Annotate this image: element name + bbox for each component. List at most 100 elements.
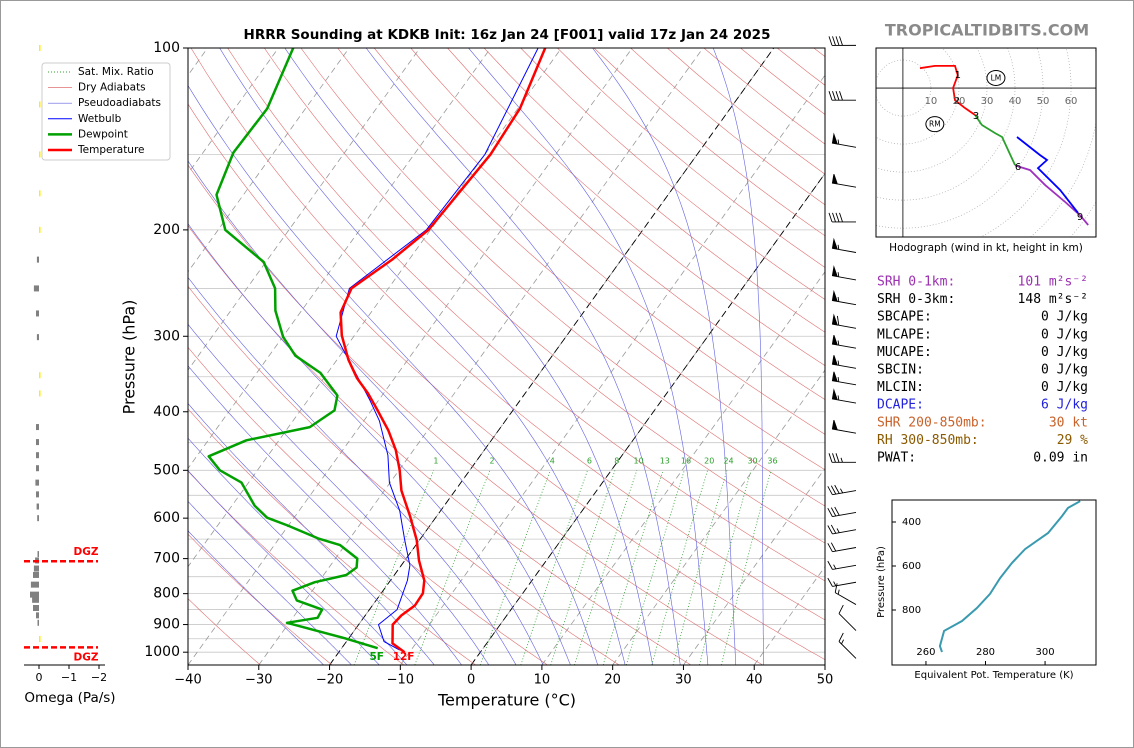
y-tick-label: 900 bbox=[153, 617, 180, 633]
x-tick-label: 20 bbox=[604, 673, 621, 688]
y-tick-label: 1000 bbox=[144, 644, 180, 660]
omega-bar bbox=[36, 503, 39, 510]
pseudoadiabat bbox=[188, 500, 352, 665]
storm-motion-marker bbox=[986, 69, 1006, 86]
omega-bar bbox=[39, 101, 41, 108]
wind-barb bbox=[831, 388, 857, 404]
ring-label: 50 bbox=[1037, 96, 1050, 107]
omega-bar bbox=[37, 619, 39, 626]
hodograph-segment bbox=[1016, 136, 1079, 214]
x-tick-label: −30 bbox=[245, 673, 272, 688]
y-tick-label: 800 bbox=[153, 586, 180, 602]
isotherm bbox=[188, 48, 421, 371]
omega-bar bbox=[33, 565, 39, 572]
wind-barb bbox=[831, 371, 857, 386]
pseudoadiabat bbox=[284, 48, 653, 665]
x-tick-label: 30 bbox=[675, 673, 692, 688]
omega-bar bbox=[36, 256, 39, 263]
mixing-ratio-label: 24 bbox=[723, 457, 733, 466]
wind-barb bbox=[831, 132, 857, 148]
omega-bar bbox=[39, 390, 41, 397]
parameter-value: 0 J/kg bbox=[1041, 363, 1088, 378]
legend-box bbox=[41, 62, 171, 161]
x-tick-label: 40 bbox=[746, 673, 763, 688]
storm-motion-label: RM bbox=[929, 120, 941, 129]
pseudoadiabat bbox=[219, 48, 626, 665]
mixing-ratio-label: 36 bbox=[767, 457, 777, 466]
wind-barb bbox=[827, 484, 857, 496]
pseudoadiabat bbox=[468, 48, 709, 665]
dry-adiabat bbox=[188, 346, 548, 665]
dry-adiabat bbox=[410, 48, 825, 400]
pseudoadiabat bbox=[592, 48, 737, 665]
hodograph-frame bbox=[875, 47, 1097, 238]
legend-label: Dry Adiabats bbox=[78, 82, 146, 94]
dry-adiabat bbox=[188, 285, 620, 665]
surface-label: 12F bbox=[393, 651, 415, 663]
mixing-ratio-line bbox=[479, 470, 551, 665]
isotherm bbox=[541, 271, 825, 665]
omega-bar bbox=[36, 439, 39, 446]
wind-barb bbox=[831, 289, 857, 306]
parameter-value: 0 J/kg bbox=[1041, 345, 1088, 360]
dry-adiabat bbox=[188, 164, 763, 665]
mixing-ratio-label: 6 bbox=[587, 457, 592, 466]
theta-e-area bbox=[938, 500, 1081, 653]
omega-bar bbox=[36, 491, 39, 498]
ring-label: 60 bbox=[1065, 96, 1078, 107]
isotherm bbox=[188, 48, 633, 665]
pseudoadiabat bbox=[188, 323, 490, 665]
parameter-value: 148 m²s⁻² bbox=[1018, 292, 1088, 307]
x-axis-label: Omega (Pa/s) bbox=[24, 690, 115, 706]
pseudoadiabat bbox=[188, 84, 599, 665]
x-axis-label: Temperature (°C) bbox=[437, 691, 576, 710]
isotherm bbox=[188, 48, 350, 273]
dry-adiabat bbox=[188, 103, 825, 661]
x-tick-label: −1 bbox=[61, 671, 77, 684]
profile-line bbox=[339, 48, 547, 654]
dry-adiabat bbox=[188, 533, 333, 665]
pseudoadiabat bbox=[188, 437, 408, 665]
y-tick-label: 400 bbox=[153, 404, 180, 420]
x-tick-label: −10 bbox=[387, 673, 414, 688]
dry-adiabat bbox=[264, 48, 825, 544]
height-label: 3 bbox=[973, 111, 979, 122]
omega-bar bbox=[35, 479, 39, 486]
omega-bar bbox=[32, 596, 39, 603]
storm-motion-marker bbox=[925, 116, 945, 133]
dry-adiabat bbox=[227, 48, 825, 582]
x-tick-label: −40 bbox=[174, 673, 201, 688]
parameter-label: SBCIN: bbox=[877, 363, 924, 378]
y-tick-label: 300 bbox=[153, 328, 180, 344]
x-tick-label: 280 bbox=[976, 647, 995, 658]
mixing-ratio-line bbox=[651, 470, 708, 665]
watermark: TROPICALTIDBITS.COM bbox=[885, 21, 1089, 40]
mixing-ratio-label: 4 bbox=[550, 457, 555, 466]
isotherm bbox=[400, 74, 825, 665]
wind-barb bbox=[828, 91, 857, 101]
y-tick-label: 100 bbox=[153, 40, 180, 56]
x-tick-label: 10 bbox=[534, 673, 551, 688]
highlight-isotherm bbox=[329, 48, 775, 665]
parameter-label: PWAT: bbox=[877, 451, 916, 466]
parameter-label: SHR 200-850mb: bbox=[877, 415, 987, 430]
parameter-value: 29 % bbox=[1057, 433, 1088, 448]
height-label: 9 bbox=[1077, 212, 1083, 223]
omega-bar bbox=[39, 45, 41, 51]
wind-barb bbox=[838, 632, 857, 659]
omega-bar bbox=[37, 551, 39, 558]
omega-bar bbox=[33, 285, 39, 292]
isotherm bbox=[188, 48, 492, 470]
omega-bar bbox=[39, 190, 41, 197]
height-label: 1 bbox=[955, 70, 961, 81]
theta-e-frame bbox=[891, 499, 1097, 666]
dry-adiabat bbox=[373, 48, 825, 435]
parameter-label: SBCAPE: bbox=[877, 310, 932, 325]
wind-barb bbox=[831, 355, 857, 369]
x-tick-label: 50 bbox=[817, 673, 834, 688]
dry-adiabat bbox=[300, 48, 825, 507]
omega-bar bbox=[36, 612, 39, 619]
height-label: 2 bbox=[954, 96, 960, 107]
parameter-label: SRH 0-3km: bbox=[877, 292, 955, 307]
plot-frame bbox=[187, 47, 826, 666]
